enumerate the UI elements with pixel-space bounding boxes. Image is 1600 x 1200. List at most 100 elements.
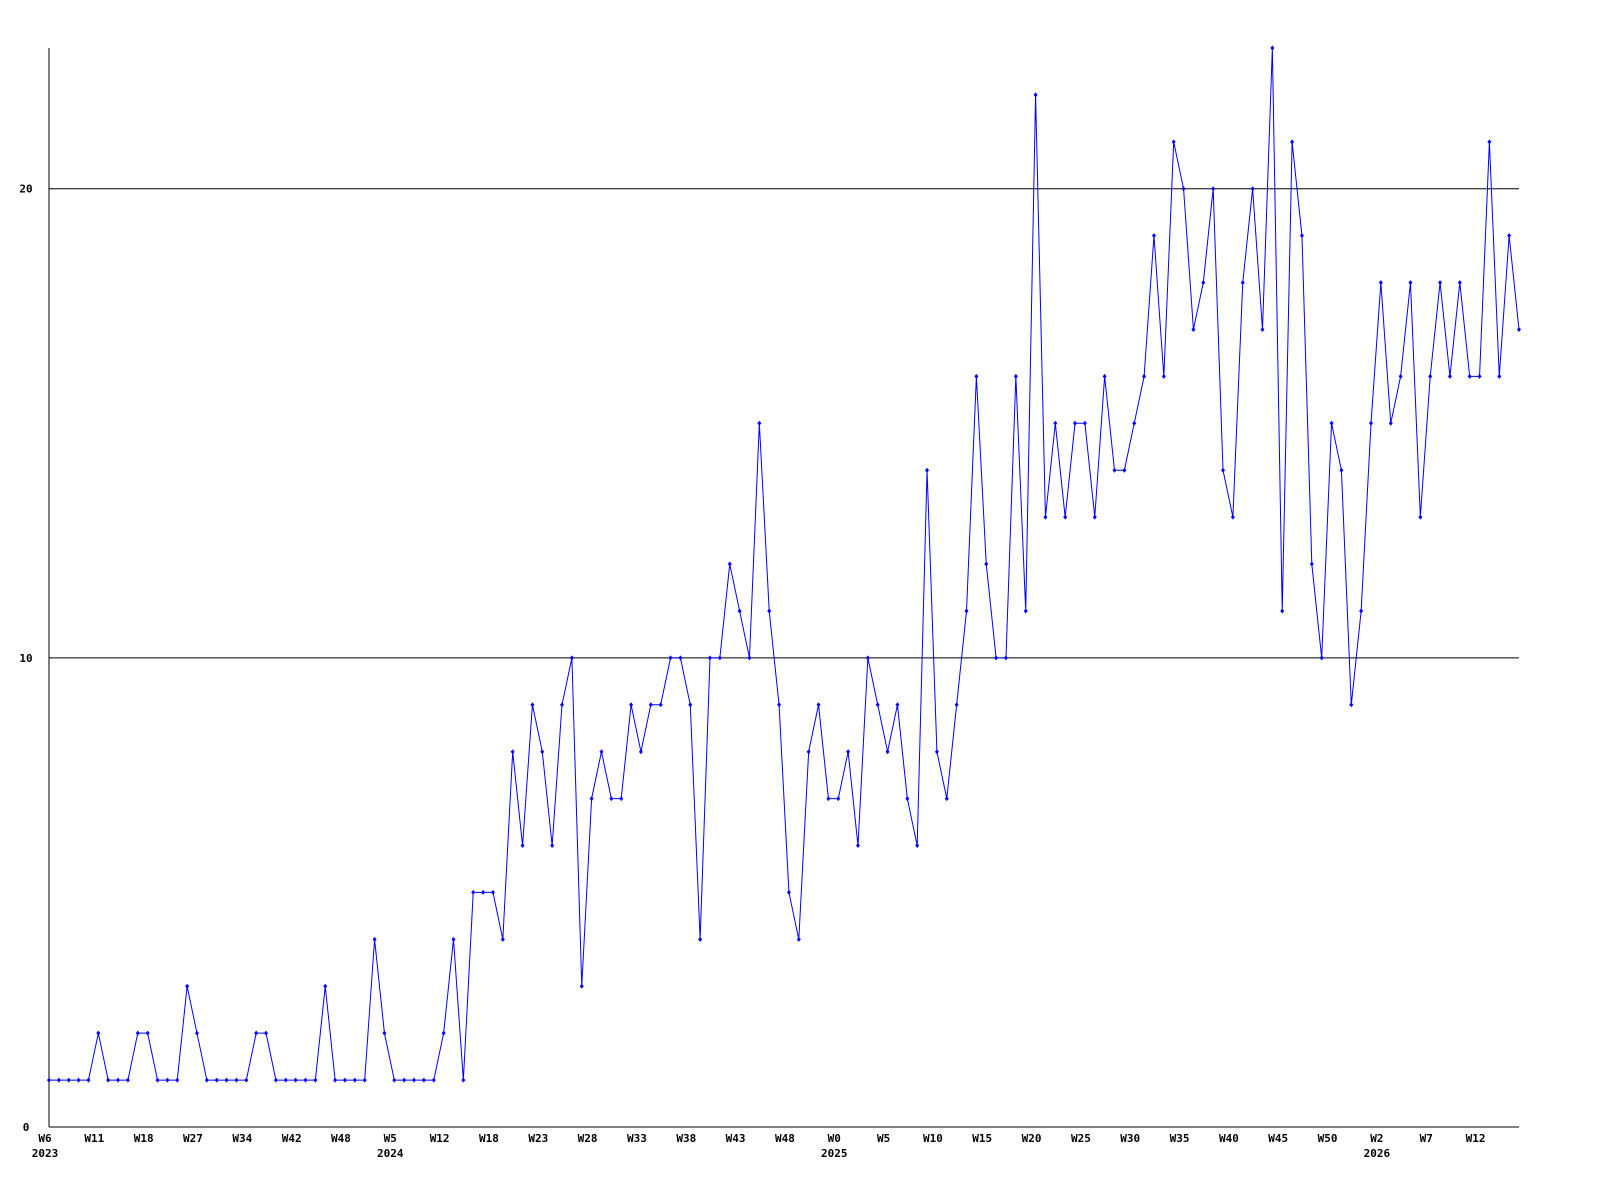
data-line <box>49 47 1520 1081</box>
data-point <box>727 561 732 567</box>
data-point <box>599 749 604 755</box>
data-point <box>1290 139 1295 145</box>
data-point <box>1299 233 1304 239</box>
x-tick-label: W40 <box>1219 1132 1239 1145</box>
data-point <box>392 1077 397 1083</box>
data-point <box>569 655 574 661</box>
data-point <box>1161 373 1166 379</box>
data-point <box>915 843 920 849</box>
data-point <box>1221 467 1226 473</box>
data-point <box>1517 326 1521 332</box>
data-point <box>737 608 742 614</box>
data-point <box>895 702 900 708</box>
x-tick-label: W34 <box>232 1132 252 1145</box>
data-point <box>550 843 555 849</box>
data-point <box>806 749 811 755</box>
x-tick-label: W12 <box>430 1132 450 1145</box>
data-point <box>1339 467 1344 473</box>
data-point <box>264 1030 269 1036</box>
data-point <box>185 983 190 989</box>
data-point <box>1151 233 1156 239</box>
data-point <box>1438 280 1443 286</box>
data-point <box>1142 373 1147 379</box>
data-point <box>1270 45 1275 51</box>
data-point <box>1122 467 1127 473</box>
data-point <box>1507 233 1512 239</box>
data-point <box>619 796 624 802</box>
data-point <box>175 1077 180 1083</box>
x-tick-label: W5 <box>877 1132 890 1145</box>
data-point <box>796 936 801 942</box>
data-point <box>1211 186 1216 192</box>
data-point <box>1171 139 1176 145</box>
data-point <box>678 655 683 661</box>
data-point <box>875 702 880 708</box>
data-point <box>994 655 999 661</box>
data-point <box>352 1077 357 1083</box>
data-point <box>254 1030 259 1036</box>
data-point <box>441 1030 446 1036</box>
data-point <box>234 1077 239 1083</box>
data-point <box>303 1077 308 1083</box>
data-point <box>106 1077 111 1083</box>
data-point <box>1201 280 1206 286</box>
data-point <box>1408 280 1413 286</box>
data-point <box>885 749 890 755</box>
data-point <box>500 936 505 942</box>
data-point <box>412 1077 417 1083</box>
data-point <box>934 749 939 755</box>
data-point <box>816 702 821 708</box>
data-point <box>1013 373 1018 379</box>
data-point <box>214 1077 219 1083</box>
x-tick-label: W50 <box>1318 1132 1338 1145</box>
data-point <box>846 749 851 755</box>
data-point <box>1023 608 1028 614</box>
data-point <box>560 702 565 708</box>
y-tick-label: 10 <box>19 652 32 665</box>
data-point <box>520 843 525 849</box>
data-point <box>1250 186 1255 192</box>
data-point <box>1181 186 1186 192</box>
x-tick-label: W2 <box>1370 1132 1383 1145</box>
x-year-label: 2024 <box>377 1147 404 1160</box>
data-point <box>194 1030 199 1036</box>
data-point <box>757 420 762 426</box>
data-point <box>1428 373 1433 379</box>
data-point <box>1359 608 1364 614</box>
data-point <box>1063 514 1068 520</box>
data-point <box>431 1077 436 1083</box>
x-tick-label: W33 <box>627 1132 647 1145</box>
data-point <box>1497 373 1502 379</box>
data-point <box>293 1077 298 1083</box>
data-point <box>1033 92 1038 98</box>
data-point <box>984 561 989 567</box>
data-point <box>1369 420 1374 426</box>
x-tick-label: W38 <box>676 1132 696 1145</box>
x-tick-label: W42 <box>282 1132 302 1145</box>
data-point <box>155 1077 160 1083</box>
x-tick-label: W10 <box>923 1132 943 1145</box>
data-point <box>1457 280 1462 286</box>
data-point <box>777 702 782 708</box>
data-point <box>905 796 910 802</box>
data-point <box>589 796 594 802</box>
data-point <box>471 889 476 895</box>
data-point <box>540 749 545 755</box>
data-point <box>47 1077 51 1083</box>
data-point <box>688 702 693 708</box>
data-point <box>1398 373 1403 379</box>
data-point <box>964 608 969 614</box>
data-point <box>145 1030 150 1036</box>
x-year-label: 2025 <box>821 1147 848 1160</box>
data-point <box>66 1077 71 1083</box>
data-point <box>786 889 791 895</box>
x-tick-label: W20 <box>1022 1132 1042 1145</box>
data-point <box>96 1030 101 1036</box>
data-point <box>629 702 634 708</box>
data-point <box>638 749 643 755</box>
x-tick-label: W45 <box>1268 1132 1288 1145</box>
data-point <box>855 843 860 849</box>
data-point <box>698 936 703 942</box>
data-point <box>1319 655 1324 661</box>
data-point <box>1309 561 1314 567</box>
